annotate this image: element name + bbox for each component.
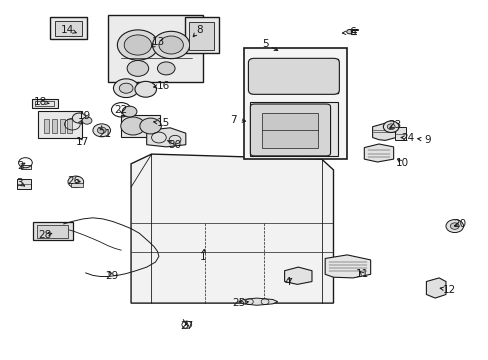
- Text: 16: 16: [157, 81, 170, 91]
- Circle shape: [140, 118, 161, 134]
- Polygon shape: [50, 17, 87, 39]
- Circle shape: [117, 30, 158, 60]
- Text: 21: 21: [98, 129, 112, 139]
- Polygon shape: [32, 99, 58, 108]
- Bar: [20, 165, 31, 169]
- Circle shape: [93, 124, 110, 137]
- Text: 3: 3: [16, 178, 23, 188]
- Bar: [52, 119, 57, 133]
- Text: 6: 6: [348, 27, 355, 37]
- Text: 27: 27: [180, 321, 193, 331]
- Text: 10: 10: [395, 158, 407, 168]
- Bar: [71, 183, 83, 187]
- Circle shape: [122, 106, 137, 117]
- Circle shape: [152, 31, 189, 59]
- Text: 9: 9: [424, 135, 430, 145]
- Text: 2: 2: [17, 161, 24, 171]
- Bar: [67, 119, 72, 133]
- Text: 11: 11: [355, 269, 369, 279]
- Polygon shape: [107, 15, 203, 82]
- Bar: [188, 22, 214, 50]
- Polygon shape: [146, 128, 185, 147]
- Text: 20: 20: [452, 219, 465, 229]
- Polygon shape: [426, 278, 445, 298]
- Polygon shape: [372, 123, 395, 140]
- Polygon shape: [184, 17, 219, 53]
- Bar: [243, 48, 346, 159]
- Text: 13: 13: [152, 37, 165, 48]
- Circle shape: [82, 117, 92, 124]
- Polygon shape: [250, 59, 338, 93]
- Circle shape: [159, 36, 183, 54]
- Polygon shape: [364, 144, 393, 162]
- Text: 29: 29: [104, 271, 118, 282]
- Circle shape: [135, 81, 156, 97]
- Text: 14: 14: [61, 24, 74, 35]
- FancyBboxPatch shape: [250, 104, 330, 156]
- Circle shape: [121, 117, 145, 135]
- Bar: [394, 127, 405, 140]
- Circle shape: [68, 176, 83, 188]
- Polygon shape: [325, 255, 370, 278]
- Bar: [33, 222, 73, 240]
- Circle shape: [445, 220, 463, 233]
- Text: 7: 7: [230, 114, 237, 125]
- Circle shape: [383, 121, 398, 132]
- Bar: [37, 225, 68, 238]
- Circle shape: [72, 113, 86, 123]
- Polygon shape: [284, 267, 311, 284]
- Text: 25: 25: [231, 298, 245, 308]
- Polygon shape: [38, 111, 82, 138]
- Text: 30: 30: [168, 140, 181, 150]
- Text: 5: 5: [261, 39, 268, 49]
- Circle shape: [449, 223, 458, 229]
- Circle shape: [113, 79, 139, 98]
- Circle shape: [119, 83, 133, 93]
- Text: 22: 22: [114, 105, 128, 115]
- Circle shape: [157, 62, 175, 75]
- Text: 28: 28: [38, 230, 52, 240]
- Circle shape: [124, 35, 151, 55]
- Circle shape: [127, 60, 148, 76]
- FancyBboxPatch shape: [248, 58, 339, 94]
- Text: 12: 12: [442, 285, 456, 295]
- Polygon shape: [131, 154, 333, 303]
- Polygon shape: [238, 298, 277, 305]
- Text: 26: 26: [67, 176, 81, 186]
- Circle shape: [386, 124, 394, 130]
- Text: 19: 19: [77, 111, 91, 121]
- Text: 23: 23: [387, 120, 401, 130]
- Text: 17: 17: [75, 137, 89, 147]
- Text: 18: 18: [33, 96, 47, 107]
- Text: 8: 8: [196, 24, 203, 35]
- Bar: [17, 179, 31, 189]
- Text: 24: 24: [401, 132, 414, 143]
- Bar: [35, 101, 54, 106]
- Text: 4: 4: [284, 276, 290, 287]
- Text: 15: 15: [157, 118, 170, 128]
- Circle shape: [97, 127, 106, 134]
- Bar: [261, 113, 317, 148]
- Bar: [55, 21, 82, 36]
- Bar: [44, 119, 49, 133]
- Circle shape: [346, 30, 352, 34]
- Polygon shape: [250, 102, 338, 156]
- Polygon shape: [121, 115, 160, 137]
- Bar: [60, 119, 64, 133]
- Text: 1: 1: [199, 252, 206, 262]
